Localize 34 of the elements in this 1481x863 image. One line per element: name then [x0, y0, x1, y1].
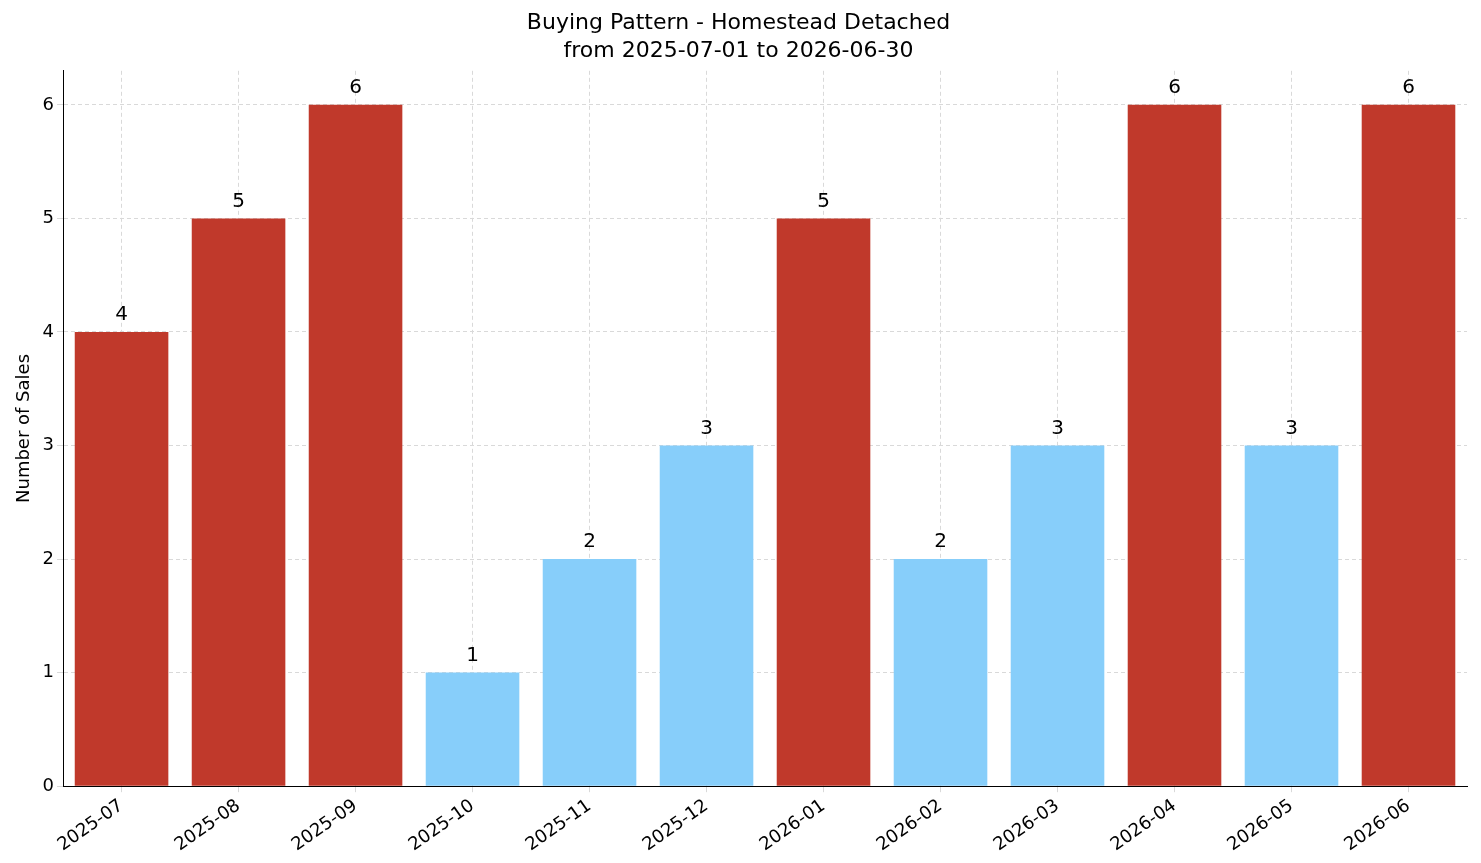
bar	[659, 445, 754, 786]
y-tick-label: 2	[42, 546, 55, 568]
data-label: 2	[583, 528, 596, 553]
bar	[893, 559, 988, 786]
bar	[1127, 104, 1222, 786]
bar	[191, 218, 286, 786]
data-label: 3	[1051, 414, 1064, 439]
chart-subtitle: from 2025-07-01 to 2026-06-30	[563, 37, 914, 63]
bar	[425, 672, 520, 786]
data-label: 5	[232, 187, 245, 212]
data-label: 2	[934, 528, 947, 553]
bar	[542, 559, 637, 786]
data-label: 6	[1168, 74, 1181, 99]
bar	[1361, 104, 1456, 786]
data-label: 6	[349, 74, 362, 99]
bar	[776, 218, 871, 786]
data-label: 3	[1285, 414, 1298, 439]
y-tick-label: 4	[42, 319, 55, 341]
y-axis-title: Number of Sales	[12, 353, 34, 503]
y-tick-label: 1	[42, 660, 55, 682]
bar	[74, 331, 169, 786]
y-tick-label: 3	[42, 433, 55, 455]
y-tick-label: 0	[42, 773, 55, 795]
bar	[1010, 445, 1105, 786]
y-tick-label: 6	[42, 92, 55, 114]
y-tick-label: 5	[42, 206, 55, 228]
data-label: 4	[115, 301, 128, 326]
chart-title: Buying Pattern - Homestead Detached	[526, 8, 951, 34]
data-label: 5	[817, 187, 830, 212]
bar	[308, 104, 403, 786]
data-label: 6	[1402, 74, 1415, 99]
data-label: 1	[466, 641, 479, 666]
data-label: 3	[700, 414, 713, 439]
bar	[1244, 445, 1339, 786]
